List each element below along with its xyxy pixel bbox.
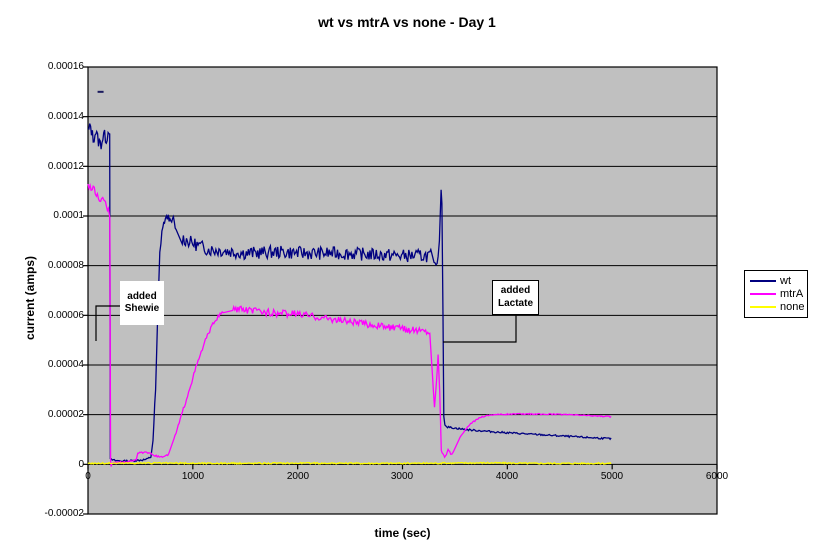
x-tick-label-6000: 6000	[705, 471, 729, 482]
annotation-shewie-line2: Shewie	[124, 303, 160, 314]
x-tick-label-1000: 1000	[181, 471, 205, 482]
x-tick-label-5000: 5000	[600, 471, 624, 482]
y-tick-label-0.00008: 0.00008	[47, 260, 84, 271]
x-tick-label-2000: 2000	[286, 471, 310, 482]
y-tick-label-neg00002: -0.00002	[44, 508, 84, 519]
annotation-lactate-line1: added	[500, 285, 531, 296]
legend-item-wt: wt	[745, 275, 807, 287]
annotation-shewie-line1: added	[127, 290, 157, 302]
y-tick-label-0.00016: 0.00016	[47, 61, 84, 72]
legend-item-none: none	[745, 301, 807, 313]
y-tick-label-0.00012: 0.00012	[47, 161, 84, 172]
wt-line-swatch	[750, 279, 776, 282]
chart-title: wt vs mtrA vs none - Day 1	[318, 14, 496, 30]
legend-label-wt: wt	[780, 274, 791, 287]
y-tick-label-0.00002: 0.00002	[47, 409, 84, 420]
y-tick-label-0.00004: 0.00004	[47, 359, 84, 370]
x-axis-title: time (sec)	[374, 526, 431, 540]
annotation-lactate-line2: Lactate	[497, 297, 533, 309]
y-tick-label-0.0001: 0.0001	[53, 210, 84, 221]
x-tick-label-3000: 3000	[390, 471, 414, 482]
annotation-added-shewie: added Shewie	[120, 281, 164, 325]
y-tick-label-0: 0	[78, 459, 84, 470]
x-tick-label-4000: 4000	[495, 471, 519, 482]
y-tick-label-0.00006: 0.00006	[47, 310, 84, 321]
legend-label-none: none	[780, 301, 805, 314]
legend: wt mtrA none	[744, 270, 808, 318]
legend-item-mtrA: mtrA	[745, 288, 807, 300]
annotation-added-lactate: added Lactate	[492, 280, 539, 315]
x-tick-label-0: 0	[85, 471, 91, 482]
none-line-swatch	[750, 306, 776, 309]
y-tick-label-0.00014: 0.00014	[47, 111, 84, 122]
legend-label-mtrA: mtrA	[780, 287, 804, 300]
mtrA-line-swatch	[750, 292, 776, 295]
